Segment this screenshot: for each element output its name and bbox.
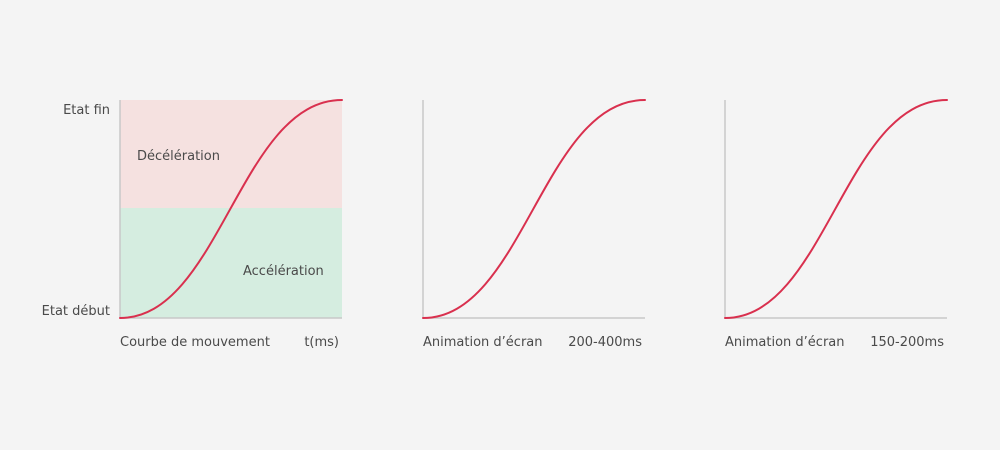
acceleration-label: Accélération	[243, 264, 324, 279]
acceleration-zone	[120, 208, 342, 318]
time-label: 150-200ms	[870, 335, 944, 350]
easing-curve	[724, 99, 948, 319]
panel-screen-animation-2: Animation d’écran 150-200ms	[724, 99, 948, 350]
panel-motion-curve: Etat fin Etat début Décélération Accélér…	[42, 99, 343, 350]
caption: Animation d’écran	[423, 335, 543, 350]
panel-screen-animation-1: Animation d’écran 200-400ms	[422, 99, 646, 350]
easing-curve	[422, 99, 646, 319]
time-label: 200-400ms	[568, 335, 642, 350]
deceleration-label: Décélération	[137, 149, 220, 164]
y-label-start: Etat début	[42, 304, 110, 319]
caption: Courbe de mouvement	[120, 335, 270, 350]
deceleration-zone	[120, 100, 342, 208]
y-label-end: Etat fin	[63, 103, 110, 118]
time-label: t(ms)	[304, 335, 339, 350]
caption: Animation d’écran	[725, 335, 845, 350]
easing-curve	[119, 99, 343, 319]
